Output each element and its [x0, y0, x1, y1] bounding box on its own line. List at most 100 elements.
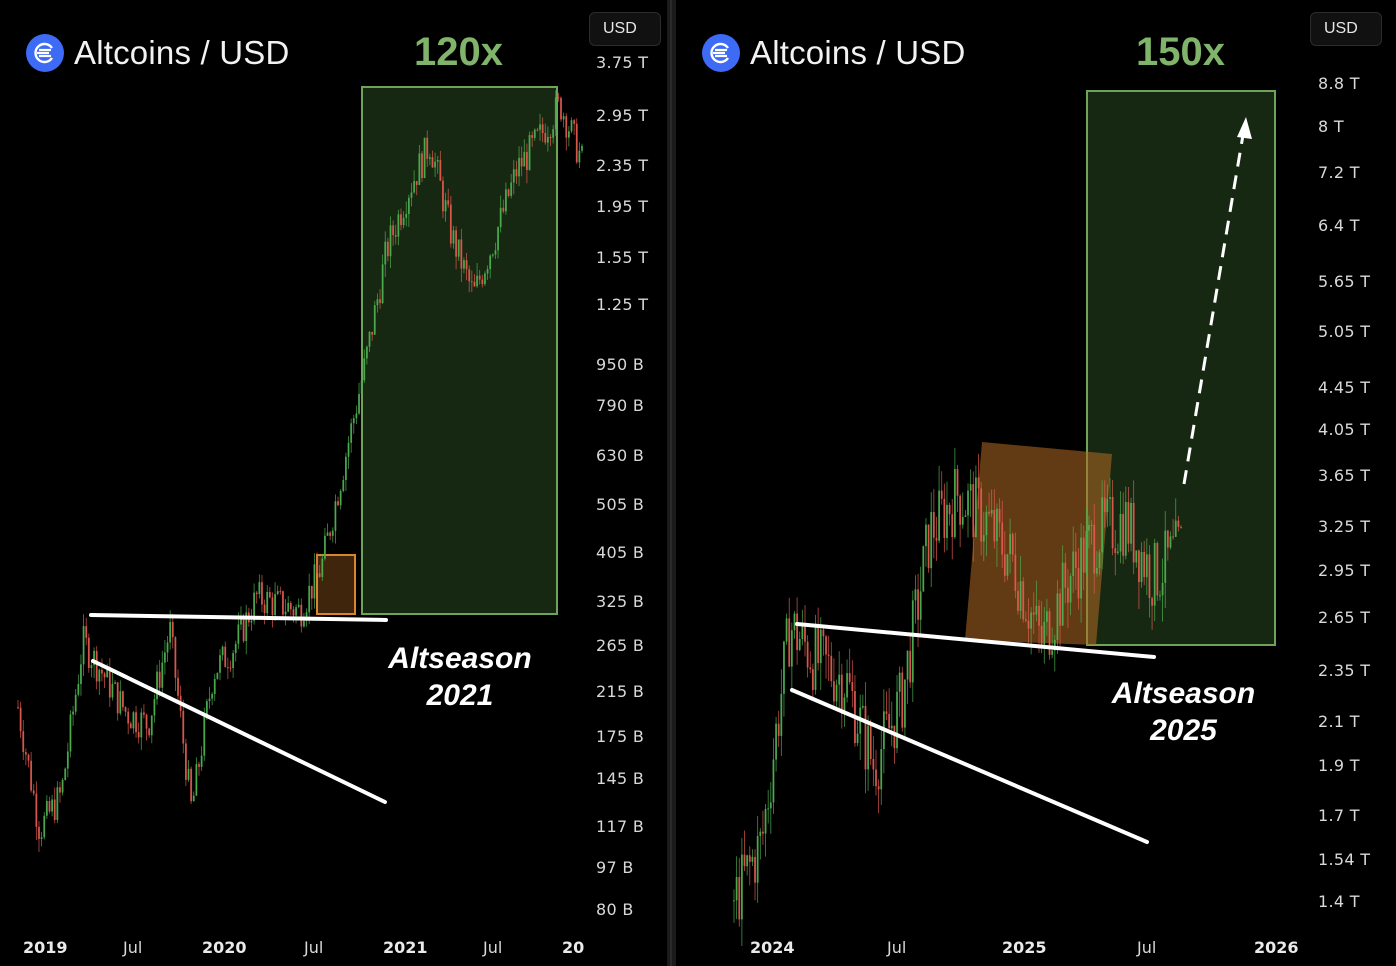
candle-body — [122, 691, 124, 708]
candle-body — [38, 826, 40, 839]
candle-body — [460, 239, 463, 269]
candle-body — [843, 697, 846, 714]
candle-body — [1027, 620, 1030, 629]
x-tick-label: Jul — [123, 938, 143, 957]
candle-body — [386, 241, 389, 257]
candle-body — [801, 622, 804, 639]
candle-body — [759, 831, 762, 837]
candle-body — [1151, 598, 1153, 606]
candle-body — [541, 124, 544, 134]
candle-body — [177, 677, 179, 696]
candle-body — [360, 380, 363, 394]
candle-body — [1135, 550, 1138, 563]
candle-body — [363, 358, 366, 381]
candle-body — [108, 667, 111, 698]
candle-body — [402, 217, 405, 226]
candle-body — [1001, 522, 1004, 555]
candle-body — [906, 650, 909, 680]
candle-body — [769, 802, 772, 809]
candle-body — [203, 715, 206, 756]
candle-body — [817, 626, 820, 664]
candle-body — [788, 618, 791, 667]
resistance-trendline — [795, 622, 1156, 659]
candle-body — [457, 239, 460, 257]
candle-body — [972, 484, 975, 538]
y-tick-label: 2.1 T — [1318, 712, 1360, 731]
candle-body — [392, 225, 395, 236]
y-tick-label: 325 B — [596, 592, 645, 611]
chart-canvas-left — [17, 86, 583, 852]
candle-body — [544, 133, 547, 143]
candle-body — [985, 511, 988, 536]
currency-selector[interactable]: USD — [589, 12, 661, 46]
candle-body — [101, 669, 103, 674]
candle-body — [546, 136, 549, 143]
candle-body — [423, 137, 426, 179]
candle-body — [748, 855, 751, 862]
y-tick-label: 175 B — [596, 727, 645, 746]
multiplier-label: 120x — [414, 30, 503, 74]
candle-body — [1043, 621, 1046, 645]
candle-body — [337, 501, 339, 506]
candle-body — [499, 207, 502, 228]
candle-body — [754, 856, 756, 883]
candle-body — [1074, 551, 1077, 569]
candle-body — [484, 273, 486, 285]
candle-body — [825, 636, 827, 655]
candle-body — [570, 120, 573, 132]
candle-body — [1011, 534, 1014, 555]
candle-body — [205, 701, 208, 716]
y-tick-label: 1.9 T — [1318, 756, 1360, 775]
candle-body — [1109, 497, 1111, 499]
candle-body — [195, 764, 198, 796]
candle-body — [184, 743, 187, 780]
candle-body — [148, 728, 151, 736]
candle-body — [476, 275, 478, 287]
candle-body — [371, 331, 374, 335]
candle-body — [1035, 605, 1038, 615]
projection-arrow-head — [1237, 117, 1252, 139]
candle-body — [967, 490, 969, 516]
candle-body — [211, 694, 214, 699]
candle-body — [827, 654, 830, 656]
candle-body — [893, 725, 896, 749]
y-tick-label: 2.65 T — [1318, 608, 1371, 627]
candle-body — [313, 564, 316, 599]
candle-body — [242, 616, 245, 642]
candle-body — [187, 768, 190, 780]
candle-body — [17, 707, 19, 709]
candle-body — [562, 116, 565, 120]
candle-body — [1177, 520, 1180, 527]
candle-body — [268, 591, 271, 598]
candle-body — [1161, 582, 1164, 596]
y-tick-label: 8 T — [1318, 117, 1344, 136]
candle-body — [72, 711, 74, 715]
candle-body — [1014, 554, 1017, 591]
candle-body — [890, 725, 893, 729]
y-tick-label: 1.95 T — [596, 197, 649, 216]
candle-body — [560, 97, 562, 120]
candle-body — [1064, 562, 1067, 588]
candle-body — [1138, 550, 1140, 583]
candle-body — [93, 650, 95, 666]
candle-body — [885, 711, 888, 714]
y-tick-label: 1.54 T — [1318, 850, 1371, 869]
candle-body — [1006, 554, 1009, 576]
candle-body — [171, 621, 174, 638]
candle-body — [838, 674, 841, 685]
currency-selector[interactable]: USD — [1310, 12, 1382, 46]
candle-body — [321, 558, 324, 577]
candle-body — [358, 393, 360, 414]
candle-body — [200, 755, 203, 767]
candle-body — [1143, 551, 1146, 578]
candle-body — [234, 643, 237, 654]
candle-body — [762, 831, 764, 834]
candle-body — [814, 626, 817, 690]
candle-body — [1101, 497, 1104, 553]
candle-body — [64, 768, 67, 780]
candle-body — [198, 764, 200, 767]
candle-body — [137, 732, 140, 738]
candle-body — [528, 135, 531, 170]
candle-body — [510, 182, 513, 196]
candle-body — [329, 532, 332, 536]
